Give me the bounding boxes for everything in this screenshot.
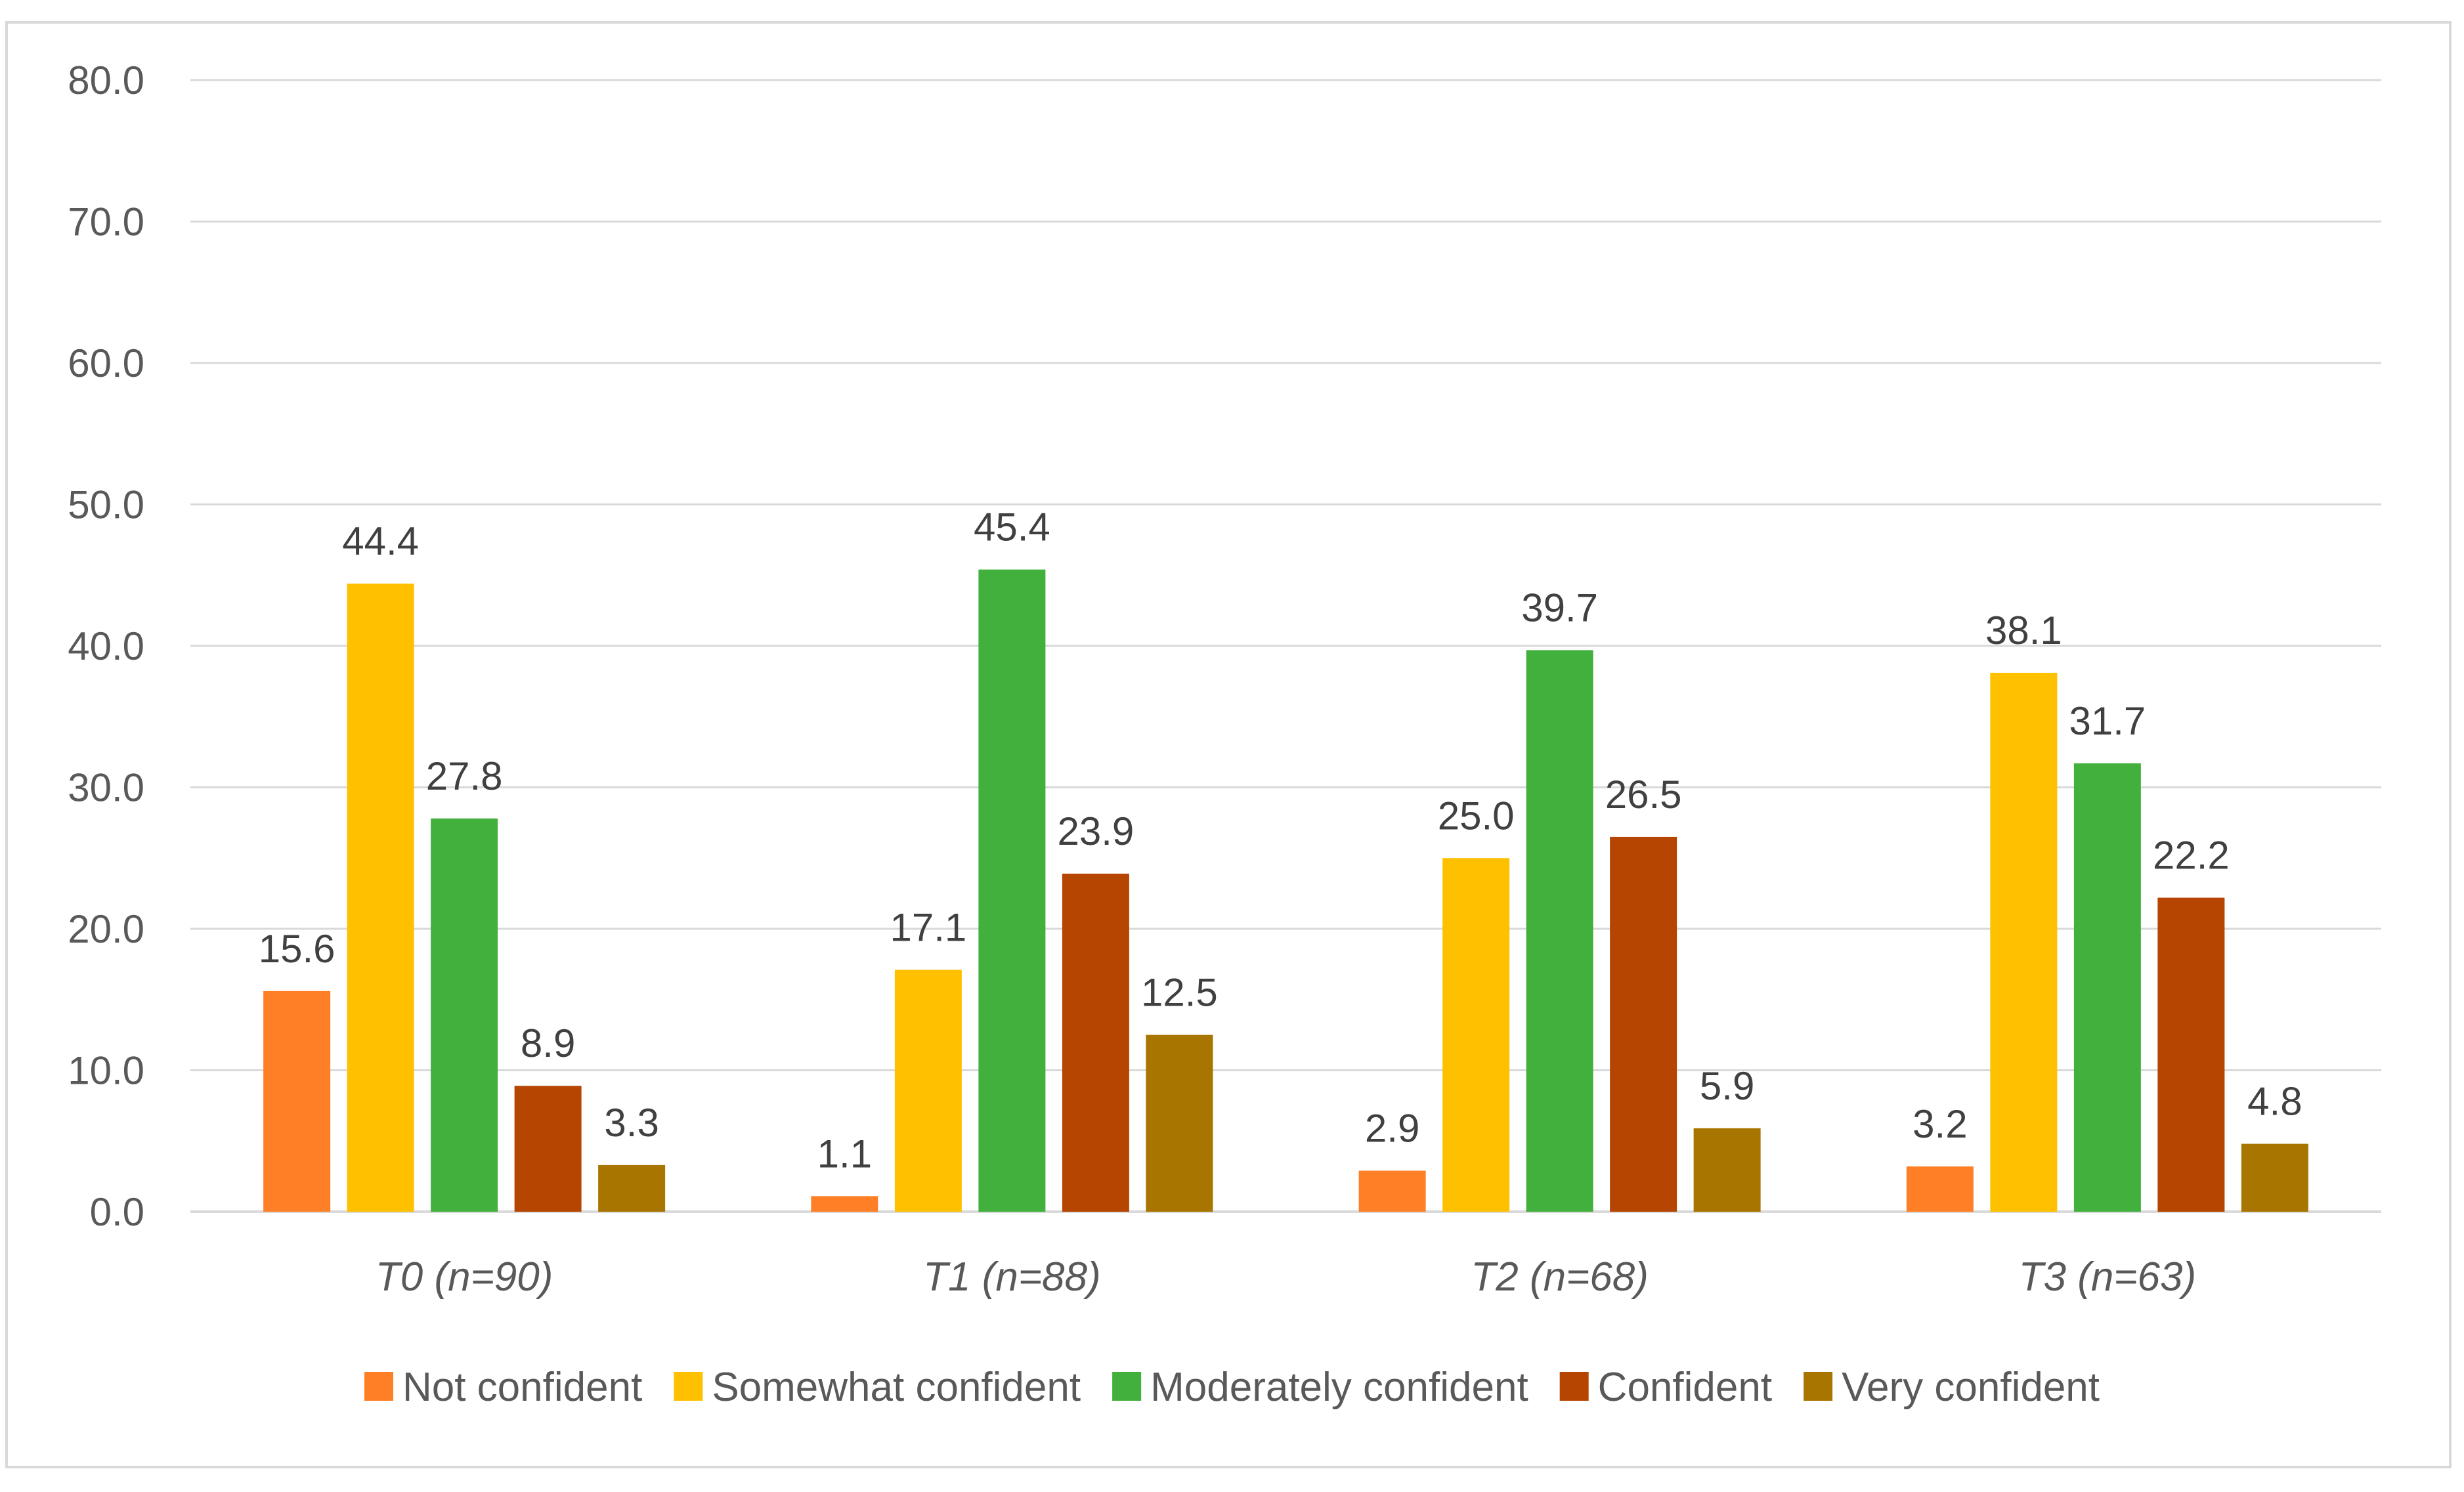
legend-label: Moderately confident xyxy=(1150,1365,1528,1410)
legend-item-not-confident[interactable]: Not confident xyxy=(364,1365,642,1410)
bar-somewhat-confident-3[interactable] xyxy=(1990,672,2058,1212)
data-label: 4.8 xyxy=(2247,1080,2302,1124)
bar-moderately-confident-1[interactable] xyxy=(978,569,1046,1212)
legend-swatch xyxy=(1559,1372,1589,1401)
y-tick-label: 80.0 xyxy=(68,58,144,102)
bar-confident-1[interactable] xyxy=(1062,873,1129,1212)
data-label: 22.2 xyxy=(2153,834,2230,878)
bar-confident-3[interactable] xyxy=(2157,897,2225,1212)
data-label: 2.9 xyxy=(1365,1107,1419,1151)
legend-item-somewhat-confident[interactable]: Somewhat confident xyxy=(674,1365,1081,1410)
legend-item-moderately-confident[interactable]: Moderately confident xyxy=(1112,1365,1528,1410)
legend-swatch xyxy=(1804,1372,1833,1401)
bars xyxy=(263,569,2308,1212)
bar-not-confident-3[interactable] xyxy=(1906,1166,1974,1212)
data-label: 3.2 xyxy=(1913,1102,1967,1146)
y-tick-label: 0.0 xyxy=(90,1190,144,1234)
data-label: 25.0 xyxy=(1438,794,1515,838)
x-tick-label: T3 (n=63) xyxy=(2019,1254,2197,1300)
data-label: 31.7 xyxy=(2069,699,2146,743)
bar-somewhat-confident-0[interactable] xyxy=(347,584,414,1212)
legend-label: Very confident xyxy=(1842,1365,2100,1410)
data-label: 12.5 xyxy=(1141,971,1218,1015)
data-label: 3.3 xyxy=(604,1101,659,1145)
x-tick-label: T2 (n=68) xyxy=(1471,1254,1649,1300)
bar-very-confident-3[interactable] xyxy=(2241,1143,2308,1212)
y-tick-label: 30.0 xyxy=(68,766,144,810)
legend-item-very-confident[interactable]: Very confident xyxy=(1804,1365,2100,1410)
legend-label: Not confident xyxy=(402,1365,642,1410)
y-tick-label: 60.0 xyxy=(68,341,144,385)
y-tick-label: 50.0 xyxy=(68,483,144,527)
y-tick-label: 40.0 xyxy=(68,624,144,668)
x-axis-ticks: T0 (n=90) T1 (n=88) T2 (n=68) T3 (n=63) xyxy=(376,1254,2196,1300)
bar-moderately-confident-2[interactable] xyxy=(1526,650,1593,1212)
x-tick-label: T0 (n=90) xyxy=(376,1254,553,1300)
data-label: 27.8 xyxy=(426,754,503,798)
bar-not-confident-1[interactable] xyxy=(811,1196,878,1212)
data-label: 8.9 xyxy=(521,1021,575,1065)
bar-not-confident-0[interactable] xyxy=(263,991,331,1212)
legend-swatch xyxy=(674,1372,703,1401)
legend-label: Somewhat confident xyxy=(712,1365,1081,1410)
x-tick-label: T1 (n=88) xyxy=(923,1254,1101,1300)
bar-somewhat-confident-2[interactable] xyxy=(1442,858,1510,1212)
bar-somewhat-confident-1[interactable] xyxy=(894,970,962,1212)
legend[interactable]: Not confident Somewhat confident Moderatel… xyxy=(364,1365,2100,1410)
bar-very-confident-0[interactable] xyxy=(598,1164,666,1212)
data-label: 44.4 xyxy=(342,519,419,563)
bar-not-confident-2[interactable] xyxy=(1358,1170,1426,1212)
data-label: 17.1 xyxy=(890,905,966,949)
bar-confident-0[interactable] xyxy=(514,1086,582,1212)
y-tick-label: 70.0 xyxy=(68,200,144,244)
bar-confident-2[interactable] xyxy=(1610,836,1677,1212)
data-label: 26.5 xyxy=(1605,773,1682,817)
legend-label: Confident xyxy=(1598,1365,1772,1410)
bar-very-confident-1[interactable] xyxy=(1146,1034,1213,1212)
data-label: 5.9 xyxy=(1700,1064,1754,1108)
data-label: 15.6 xyxy=(259,927,335,971)
legend-item-confident[interactable]: Confident xyxy=(1559,1365,1772,1410)
data-label: 45.4 xyxy=(974,505,1050,549)
legend-swatch xyxy=(364,1372,393,1401)
data-labels: 15.6 44.4 27.8 8.9 3.3 1.1 17.1 45.4 23.9 12.5 2.9… xyxy=(259,505,2302,1176)
data-label: 39.7 xyxy=(1521,586,1598,629)
data-label: 1.1 xyxy=(817,1132,872,1176)
legend-swatch xyxy=(1112,1372,1142,1401)
bar-moderately-confident-3[interactable] xyxy=(2073,763,2141,1212)
y-tick-label: 10.0 xyxy=(68,1049,144,1093)
data-label: 23.9 xyxy=(1057,809,1134,853)
y-axis-ticks: 0.0 10.0 20.0 30.0 40.0 50.0 60.0 70.0 80.0 xyxy=(68,58,144,1234)
y-tick-label: 20.0 xyxy=(68,907,144,951)
bar-moderately-confident-0[interactable] xyxy=(431,818,498,1212)
bar-very-confident-2[interactable] xyxy=(1693,1128,1761,1212)
data-label: 38.1 xyxy=(1985,608,2062,652)
